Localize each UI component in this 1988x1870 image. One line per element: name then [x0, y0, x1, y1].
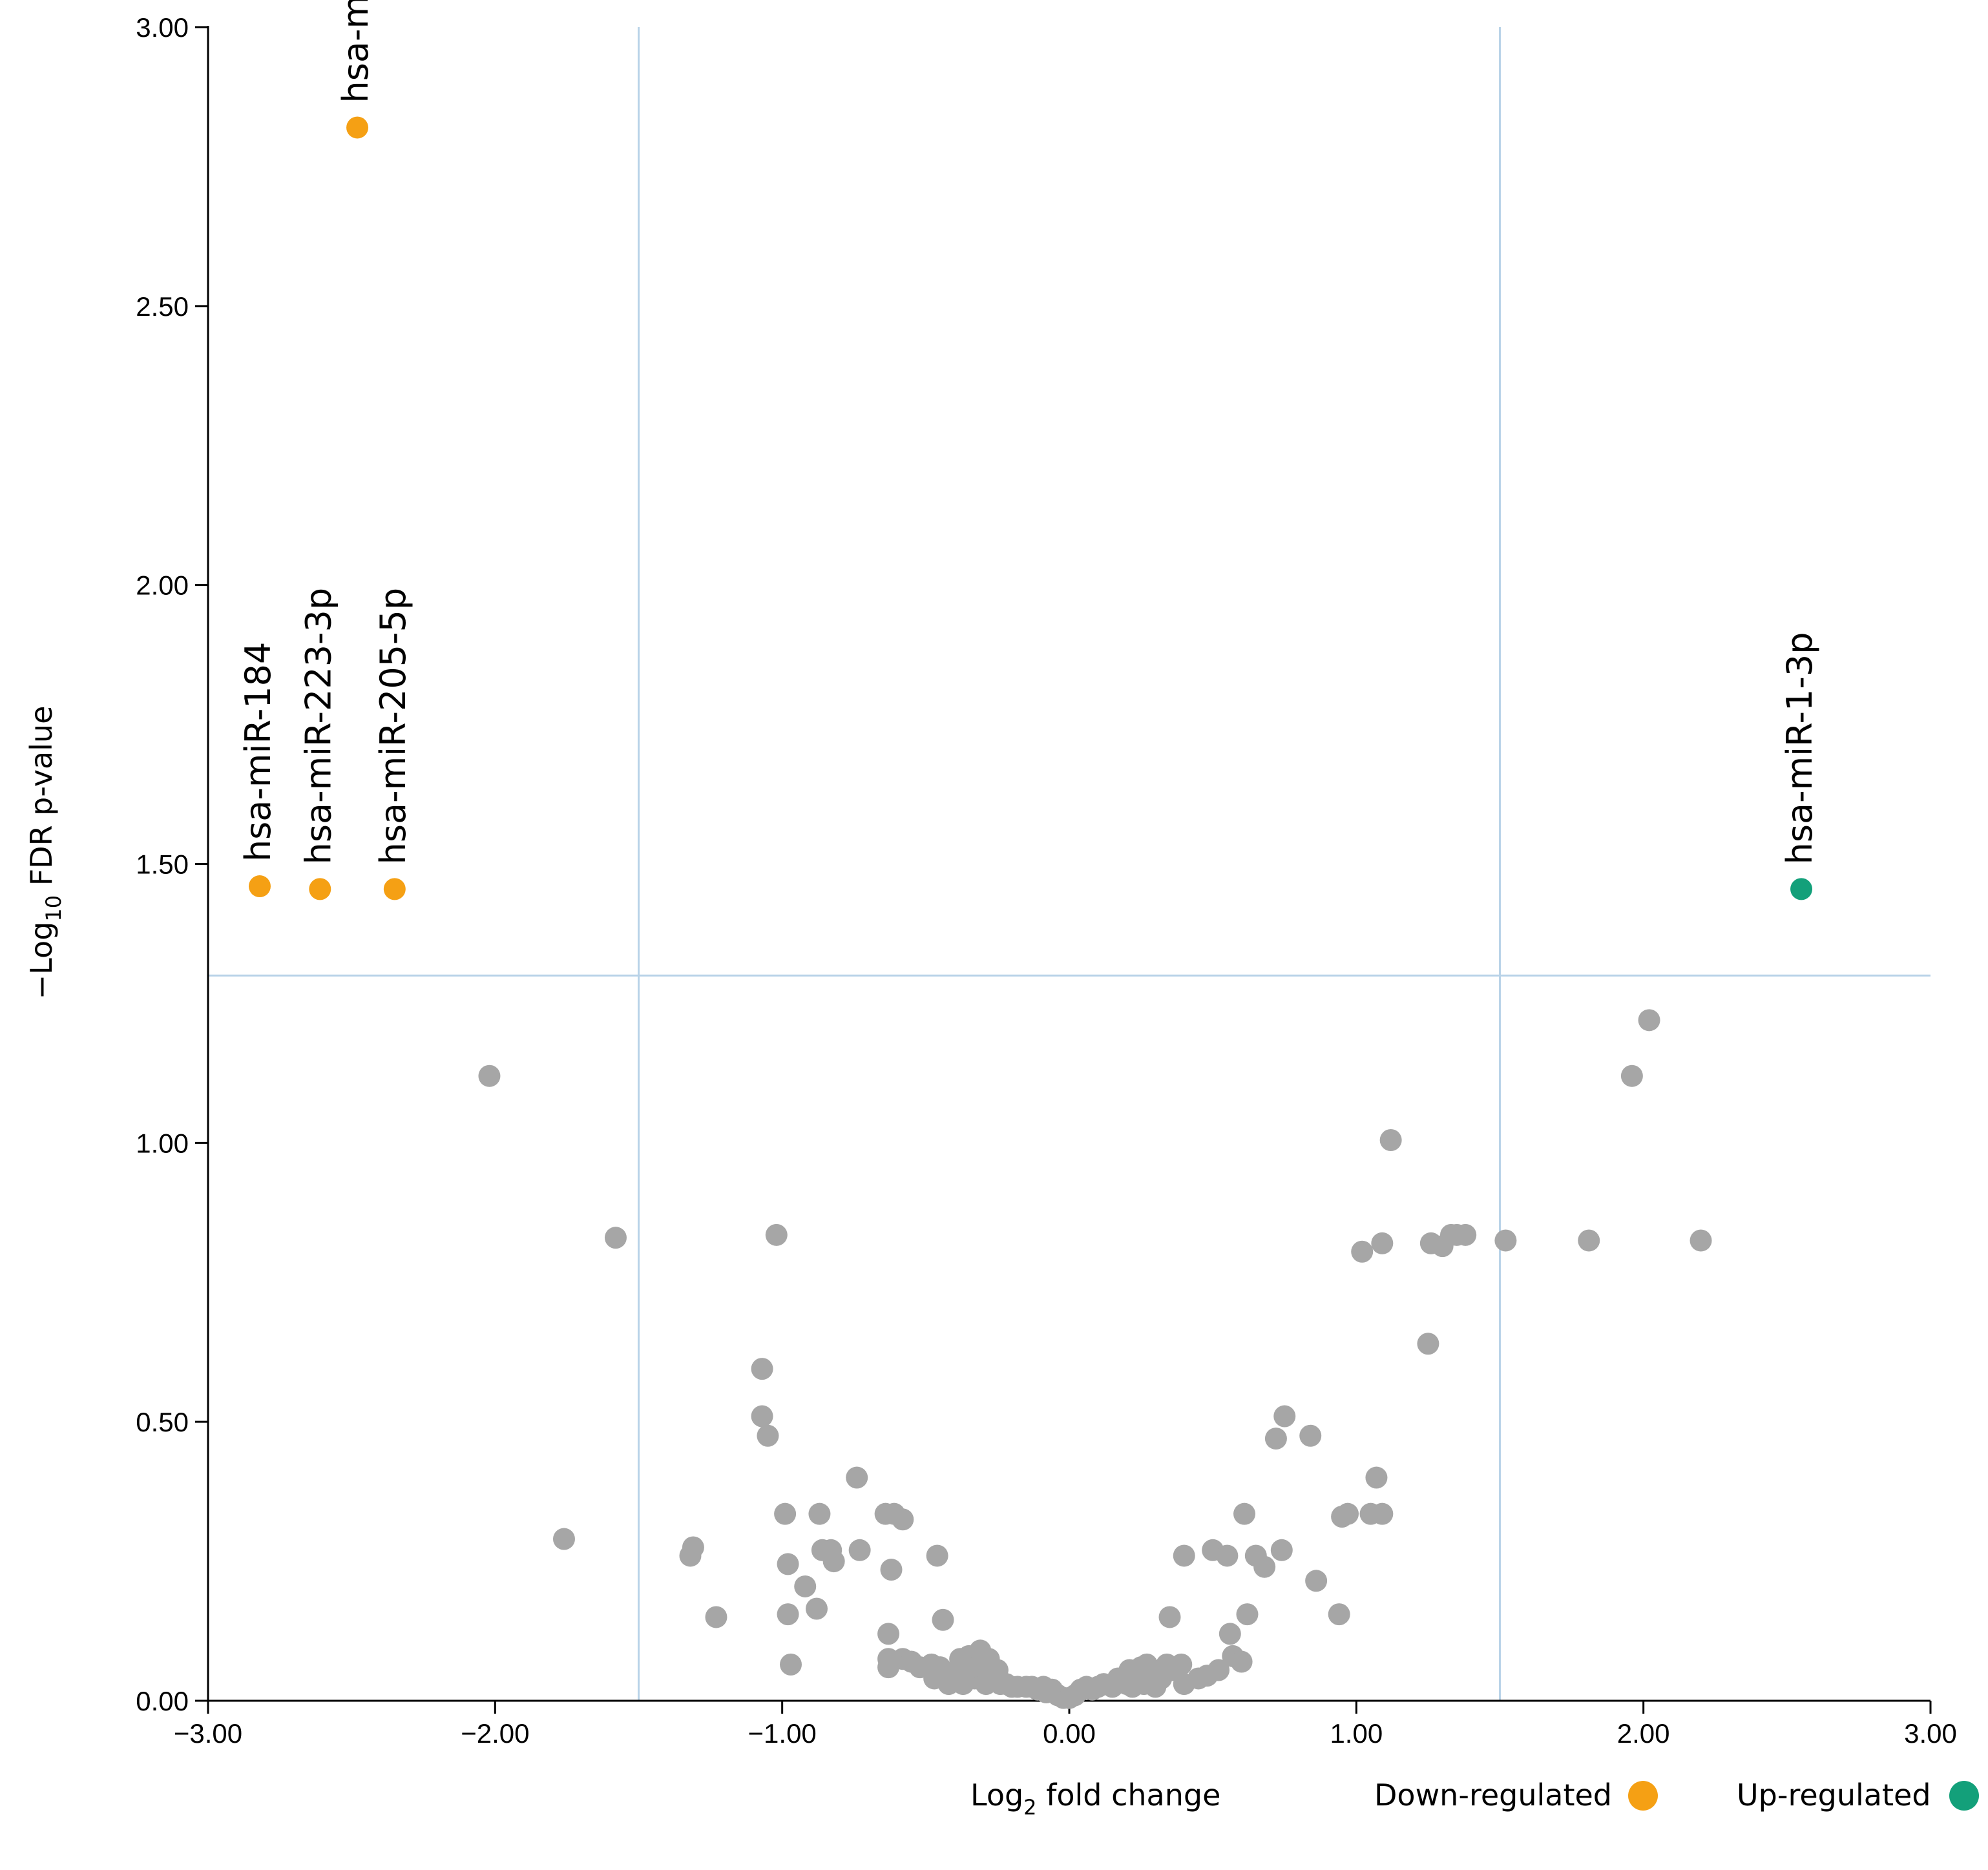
data-point-nonsignificant: [1170, 1653, 1193, 1676]
point-label-hsa-miR-205-5p: hsa-miR-205-5p: [373, 588, 413, 865]
x-tick-label: 3.00: [1904, 1718, 1957, 1749]
data-point-nonsignificant: [1236, 1603, 1259, 1626]
data-point-nonsignificant: [1173, 1544, 1195, 1567]
data-point-nonsignificant: [1638, 1009, 1660, 1032]
data-point-nonsignificant: [765, 1223, 788, 1246]
data-point-hsa-miR-205-5p: [383, 878, 406, 900]
data-point-hsa-miR-223-3p: [309, 878, 331, 900]
axes: 0.00 0.50 1.00 1.50 2.00 2.50 3.00 −3.00 −2.00 −1…: [136, 12, 1957, 1749]
data-point-nonsignificant: [777, 1553, 799, 1575]
data-point-hsa-miR-1-3p: [1790, 878, 1813, 900]
data-point-nonsignificant: [846, 1466, 868, 1489]
data-point-nonsignificant: [604, 1227, 627, 1249]
data-point-nonsignificant: [1233, 1502, 1256, 1525]
x-tick-label: 0.00: [1043, 1718, 1096, 1749]
data-point-nonsignificant: [1365, 1466, 1388, 1489]
legend-label-up: Up-regulated: [1737, 1778, 1931, 1813]
significant-points: [248, 116, 1813, 900]
x-tick-label: 1.00: [1330, 1718, 1383, 1749]
y-tick-label: 2.00: [136, 570, 189, 601]
non-significant-points: [478, 1009, 1712, 1709]
data-point-nonsignificant: [1417, 1333, 1439, 1355]
data-point-nonsignificant: [751, 1405, 773, 1428]
point-label-hsa-miR-203a-3p: hsa-miR-203a-3p: [335, 0, 376, 103]
point-labels: hsa-miR-203a-3p hsa-miR-184 hsa-miR-223-3p…: [238, 0, 1820, 864]
data-point-nonsignificant: [805, 1597, 828, 1620]
x-axis-title-rest: fold change: [1037, 1778, 1221, 1813]
data-point-nonsignificant: [1494, 1229, 1517, 1252]
y-tick-label: 1.00: [136, 1128, 189, 1158]
data-point-nonsignificant: [1208, 1659, 1230, 1681]
data-point-nonsignificant: [1299, 1424, 1322, 1447]
data-point-nonsignificant: [552, 1528, 575, 1550]
threshold-lines: [208, 27, 1930, 1701]
data-point-nonsignificant: [1328, 1603, 1350, 1626]
data-point-nonsignificant: [1690, 1229, 1712, 1252]
data-point-nonsignificant: [751, 1358, 773, 1380]
point-label-hsa-miR-1-3p: hsa-miR-1-3p: [1779, 632, 1820, 865]
data-point-nonsignificant: [926, 1544, 948, 1567]
data-point-nonsignificant: [877, 1623, 900, 1645]
data-point-nonsignificant: [880, 1559, 903, 1581]
x-tick-label: 2.00: [1617, 1718, 1670, 1749]
y-tick-label: 1.50: [136, 849, 189, 880]
data-point-hsa-miR-203a-3p: [346, 116, 369, 139]
y-tick-label: 3.00: [136, 12, 189, 43]
data-point-nonsignificant: [777, 1603, 799, 1626]
legend: Down-regulated Up-regulated: [1374, 1778, 1979, 1813]
legend-label-down: Down-regulated: [1374, 1778, 1612, 1813]
x-axis-title: Log2 fold change: [970, 1778, 1220, 1820]
data-point-nonsignificant: [1371, 1232, 1394, 1254]
data-point-nonsignificant: [1230, 1650, 1253, 1673]
data-point-nonsignificant: [705, 1606, 727, 1628]
data-point-nonsignificant: [1620, 1065, 1643, 1087]
data-point-nonsignificant: [1264, 1428, 1287, 1450]
data-point-nonsignificant: [1379, 1129, 1402, 1152]
y-tick-label: 2.50: [136, 291, 189, 322]
data-point-nonsignificant: [1158, 1606, 1181, 1628]
data-point-nonsignificant: [1578, 1229, 1600, 1252]
point-label-hsa-miR-184: hsa-miR-184: [238, 642, 278, 862]
data-point-nonsignificant: [682, 1536, 704, 1559]
data-point-nonsignificant: [1219, 1623, 1241, 1645]
data-point-nonsignificant: [1371, 1502, 1394, 1525]
legend-marker-down: [1628, 1781, 1658, 1811]
x-axis-title-sub: 2: [1023, 1795, 1036, 1820]
data-point-nonsignificant: [1216, 1544, 1239, 1567]
data-point-nonsignificant: [1351, 1240, 1374, 1263]
data-point-nonsignificant: [848, 1539, 871, 1561]
data-point-nonsignificant: [1270, 1539, 1293, 1561]
data-point-nonsignificant: [1253, 1555, 1276, 1578]
data-point-nonsignificant: [779, 1653, 802, 1676]
data-point-nonsignificant: [774, 1502, 797, 1525]
data-point-nonsignificant: [822, 1550, 845, 1573]
data-point-nonsignificant: [478, 1065, 501, 1087]
x-axis-title-main: Log: [970, 1778, 1023, 1813]
y-axis-title-sub: 10: [41, 895, 66, 922]
data-point-nonsignificant: [1273, 1405, 1296, 1428]
data-point-nonsignificant: [932, 1608, 954, 1631]
x-tick-label: −3.00: [174, 1718, 242, 1749]
legend-marker-up: [1949, 1781, 1979, 1811]
data-point-nonsignificant: [1337, 1502, 1359, 1525]
point-label-hsa-miR-223-3p: hsa-miR-223-3p: [298, 588, 339, 865]
data-point-nonsignificant: [808, 1502, 831, 1525]
y-axis-title: −Log10 FDR p-value: [24, 706, 66, 1000]
data-point-nonsignificant: [1454, 1223, 1477, 1246]
y-axis-title-prefix: −Log: [24, 922, 59, 1000]
data-point-nonsignificant: [1305, 1570, 1328, 1592]
data-point-hsa-miR-184: [248, 875, 271, 898]
y-axis-title-rest: FDR p-value: [24, 706, 59, 895]
x-tick-label: −2.00: [461, 1718, 529, 1749]
data-point-nonsignificant: [757, 1424, 779, 1447]
data-point-nonsignificant: [794, 1575, 817, 1597]
y-tick-label: 0.00: [136, 1686, 189, 1716]
y-tick-label: 0.50: [136, 1407, 189, 1437]
x-tick-label: −1.00: [748, 1718, 817, 1749]
data-point-nonsignificant: [892, 1508, 914, 1531]
